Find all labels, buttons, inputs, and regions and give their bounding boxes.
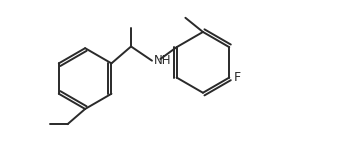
Text: NH: NH: [154, 54, 172, 67]
Text: F: F: [233, 71, 240, 84]
